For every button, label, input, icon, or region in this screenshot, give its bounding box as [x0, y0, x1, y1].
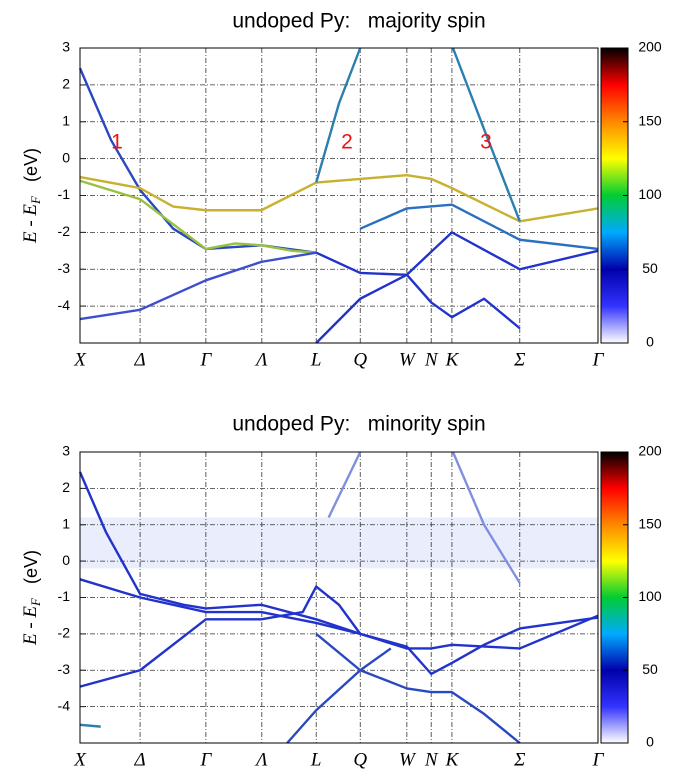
x-tick-label: Δ [134, 349, 146, 370]
x-tick-label: L [310, 349, 322, 370]
y-tick-label: 3 [62, 443, 70, 459]
y-tick-label: -2 [58, 223, 71, 239]
x-tick-label: Λ [254, 349, 268, 370]
y-label-symbol: E - E [20, 204, 41, 244]
band-line [315, 273, 521, 344]
band-line [359, 203, 599, 251]
colorbar-tick-label: 0 [646, 734, 654, 750]
band-line [451, 47, 521, 222]
band-line [286, 647, 392, 744]
panel-title: undoped Py: minority spin [232, 413, 485, 436]
x-tick-label: Q [353, 749, 367, 770]
x-tick-label: Γ [592, 349, 605, 370]
annotation: 2 [341, 131, 353, 154]
x-tick-label: X [73, 749, 87, 770]
haze [80, 517, 598, 569]
colorbar-tick-label: 50 [642, 661, 658, 677]
x-tick-label: N [424, 749, 439, 770]
x-tick-label: Γ [592, 749, 605, 770]
band-line [451, 451, 521, 584]
band-line [78, 471, 599, 650]
band-line [79, 179, 317, 254]
colorbar-tick-label: 200 [638, 443, 662, 459]
x-tick-label: Γ [199, 749, 212, 770]
x-tick-label: W [399, 349, 417, 370]
x-tick-label: K [445, 749, 460, 770]
colorbar-tick-label: 150 [638, 515, 662, 531]
y-tick-label: -3 [58, 661, 71, 677]
band-line [79, 723, 101, 728]
panel: undoped Py: majority spin 3 2 1 0 -1 -2 -3 -4 X Δ Γ… [20, 10, 662, 371]
band-line [327, 451, 362, 518]
x-tick-label: W [399, 749, 417, 770]
y-tick-label: -4 [58, 697, 71, 713]
y-tick-label: 1 [62, 515, 70, 531]
y-label-subscript: F [28, 597, 43, 607]
y-tick-label: -4 [58, 297, 71, 313]
panel: undoped Py: minority spin 3 2 1 0 -1 -2 -3 -4 X Δ Γ… [20, 413, 662, 771]
y-label-subscript: F [28, 195, 43, 205]
annotation: 1 [111, 131, 123, 154]
y-label-unit: (eV) [21, 148, 41, 182]
colorbar-tick-label: 150 [638, 112, 662, 128]
band-line [79, 251, 317, 321]
y-tick-label: 2 [62, 76, 70, 92]
colorbar-tick-label: 100 [638, 186, 662, 202]
x-tick-label: Σ [513, 749, 525, 770]
x-tick-label: X [73, 349, 87, 370]
plot-frame [79, 47, 599, 344]
x-tick-label: K [445, 349, 460, 370]
y-tick-label: 3 [62, 39, 70, 55]
x-tick-label: Σ [513, 349, 525, 370]
plot-frame [79, 451, 599, 744]
y-tick-label: 2 [62, 479, 70, 495]
y-tick-label: 0 [62, 552, 70, 568]
annotation: 3 [480, 131, 492, 154]
x-tick-label: Γ [199, 349, 212, 370]
panel-title: undoped Py: majority spin [232, 10, 485, 33]
colorbar-tick-label: 50 [642, 260, 658, 276]
y-tick-label: -1 [58, 186, 71, 202]
x-tick-label: N [424, 349, 439, 370]
colorbar-tick-label: 200 [638, 39, 662, 55]
colorbar-tick-label: 0 [646, 334, 654, 350]
y-axis-label: E - EF (eV) [20, 550, 43, 646]
y-tick-label: -2 [58, 625, 71, 641]
band-line [79, 174, 599, 223]
y-tick-label: -1 [58, 588, 71, 604]
colorbar-tick-label: 100 [638, 588, 662, 604]
x-tick-label: L [310, 749, 322, 770]
band-line [315, 47, 362, 183]
y-tick-label: -3 [58, 260, 71, 276]
y-label-unit: (eV) [21, 550, 41, 584]
x-tick-label: Λ [254, 749, 268, 770]
y-tick-label: 1 [62, 112, 70, 128]
band-line [79, 578, 599, 676]
y-label-symbol: E - E [20, 606, 41, 646]
band-line [315, 231, 599, 276]
y-axis-label: E - EF (eV) [20, 148, 43, 244]
y-tick-label: 0 [62, 149, 70, 165]
x-tick-label: Q [353, 349, 367, 370]
x-tick-label: Δ [134, 749, 146, 770]
